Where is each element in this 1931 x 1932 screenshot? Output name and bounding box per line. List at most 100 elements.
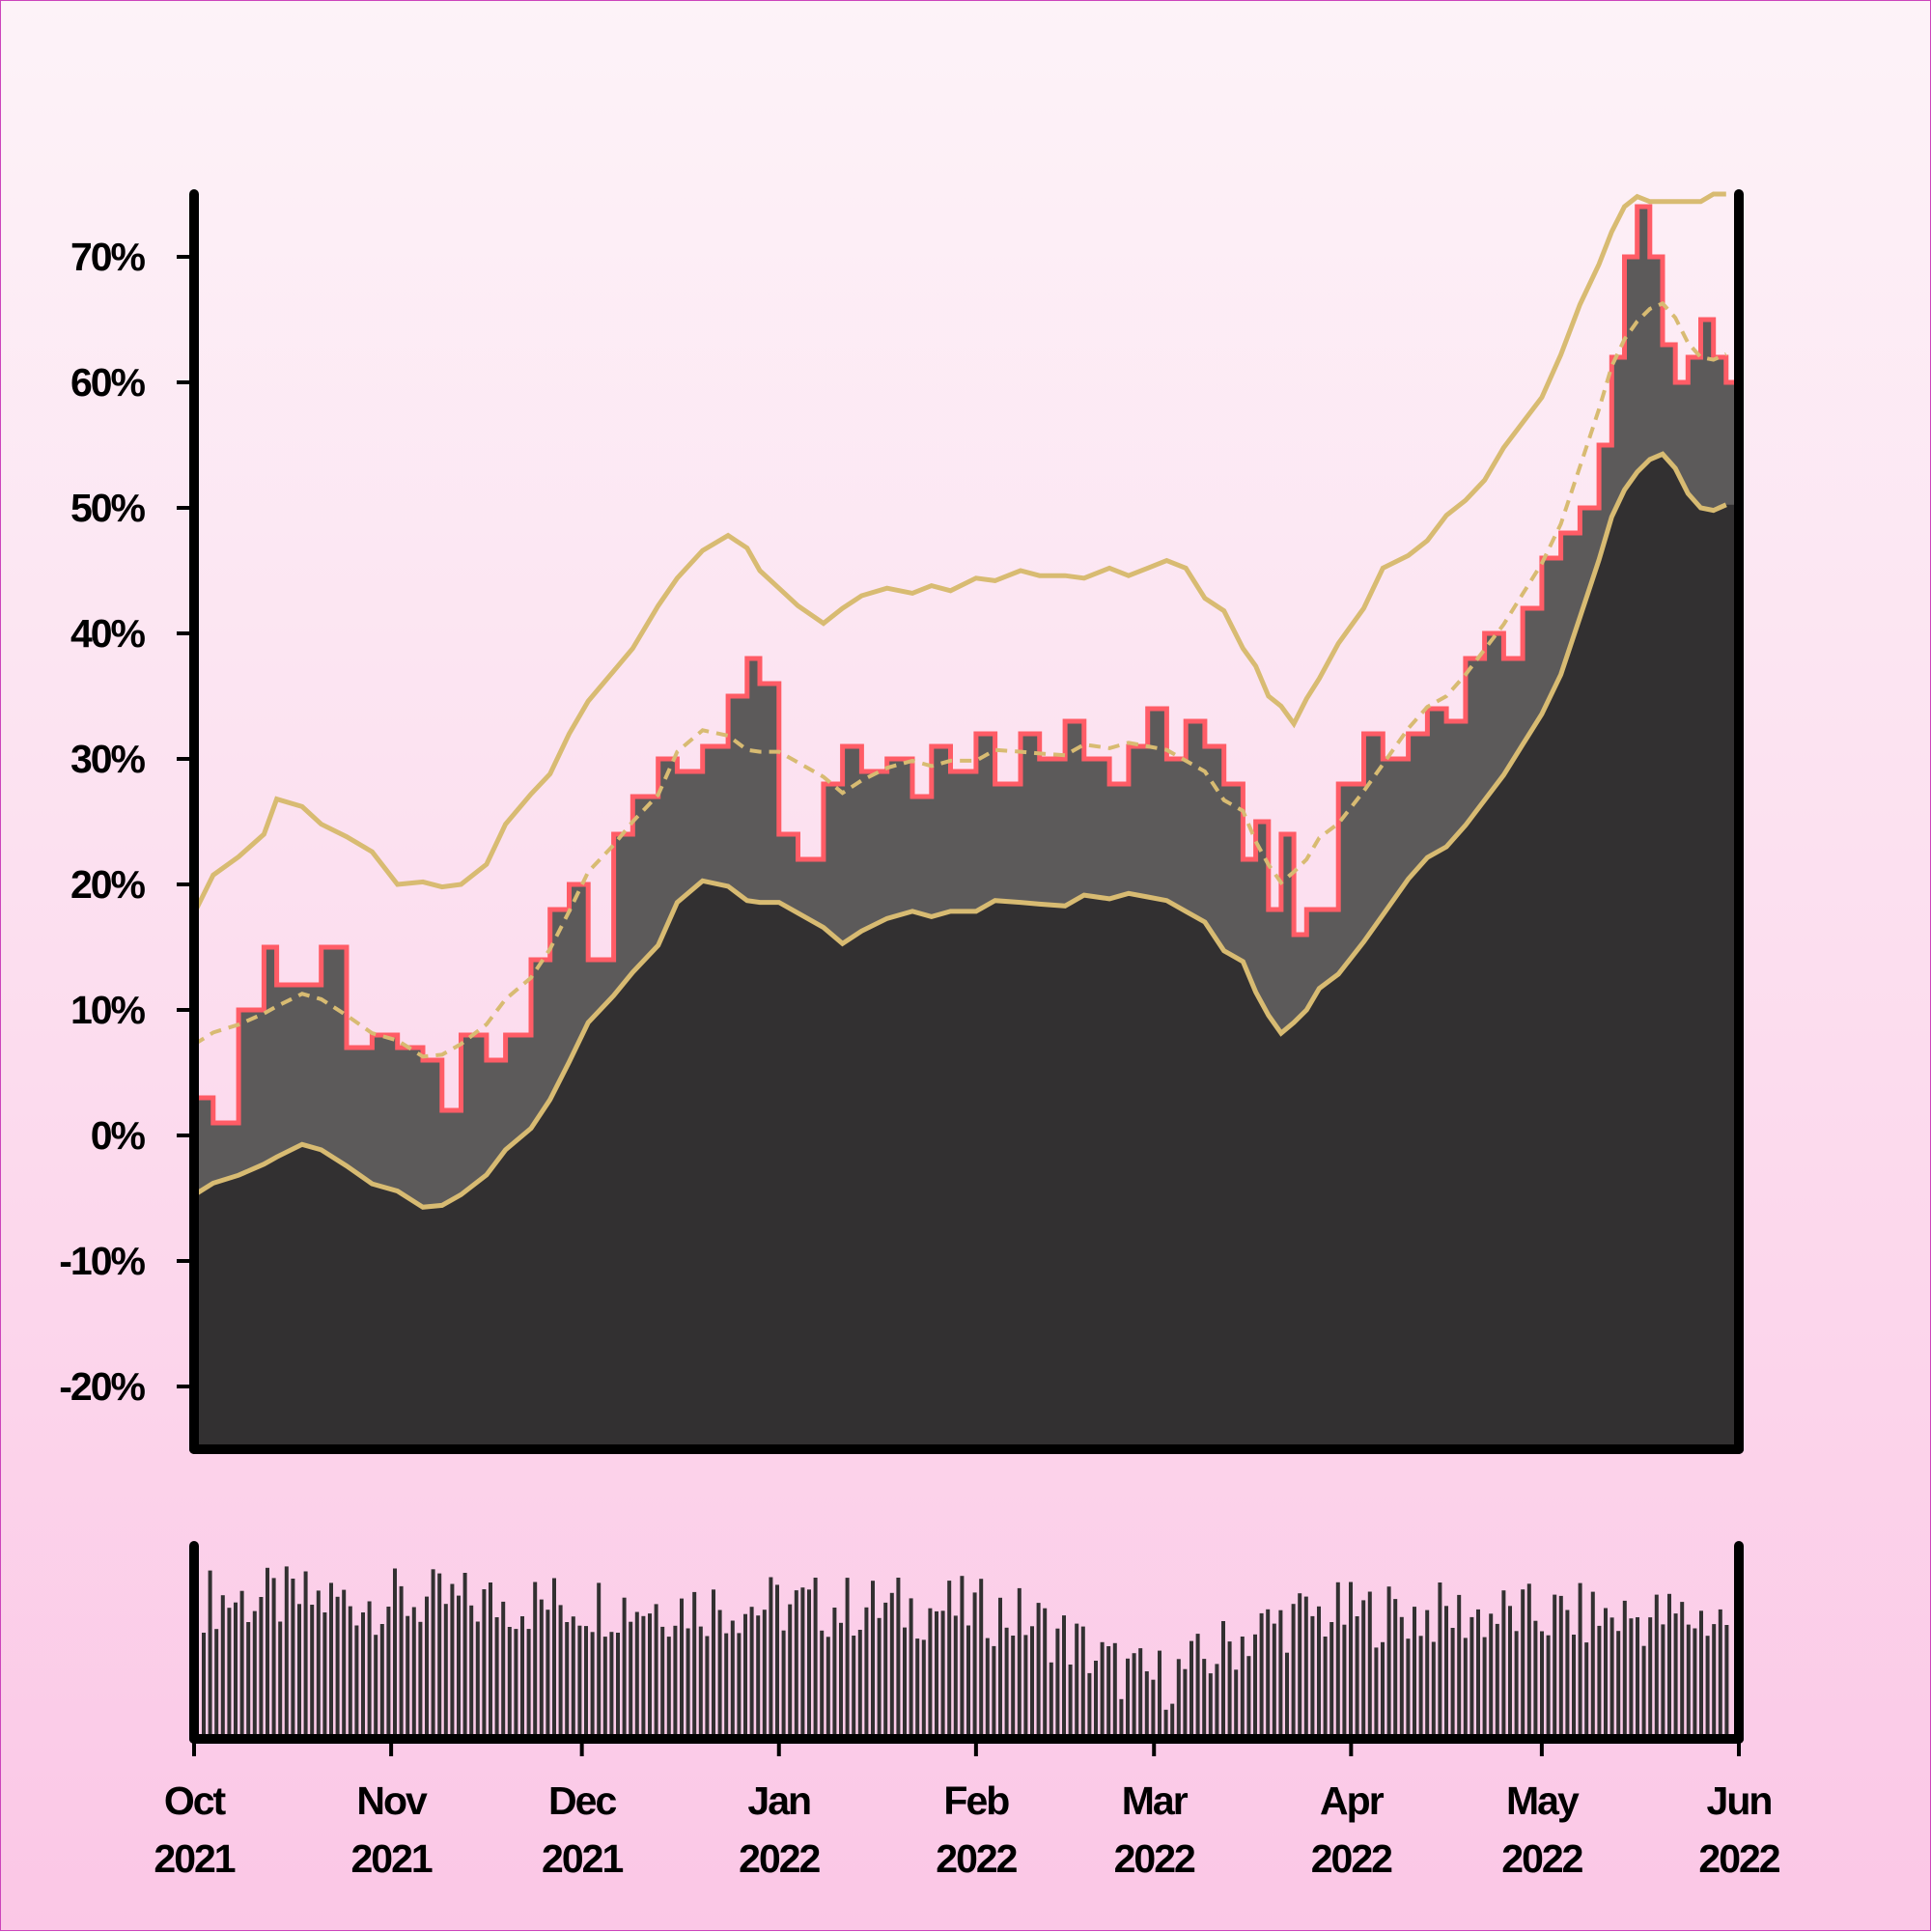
volume-bar [597, 1582, 602, 1739]
volume-bar [1195, 1634, 1200, 1739]
volume-bar [1112, 1642, 1117, 1739]
volume-bar [1094, 1661, 1098, 1739]
volume-bar [634, 1611, 639, 1739]
volume-bar [692, 1591, 697, 1739]
volume-bar [737, 1633, 742, 1739]
volume-bar [743, 1613, 747, 1739]
volume-bar [316, 1590, 321, 1739]
volume-bar [1693, 1628, 1697, 1739]
volume-bar [571, 1616, 575, 1739]
volume-bar [297, 1604, 301, 1739]
x-tick-month-label: Apr [1320, 1778, 1385, 1823]
volume-bar [762, 1610, 767, 1739]
volume-bar [712, 1589, 715, 1739]
volume-bar [1043, 1608, 1048, 1739]
volume-bar [361, 1612, 365, 1739]
base-area-overlay [194, 454, 1739, 1449]
volume-bar [609, 1632, 614, 1739]
volume-bar [1367, 1591, 1372, 1739]
volume-bar [947, 1581, 952, 1739]
volume-bar [462, 1573, 467, 1739]
volume-bar [857, 1630, 862, 1739]
volume-bar [1381, 1641, 1385, 1739]
volume-bar [1558, 1595, 1563, 1739]
volume-bar [1489, 1613, 1494, 1739]
volume-bar [1170, 1703, 1175, 1739]
volume-bar [724, 1633, 729, 1739]
x-tick-month-label: Oct [164, 1778, 227, 1823]
volume-bar [781, 1630, 786, 1739]
volume-bar [1450, 1628, 1455, 1739]
volume-bar [1303, 1596, 1308, 1739]
volume-bar [1406, 1638, 1411, 1739]
volume-bar [871, 1581, 875, 1739]
x-tick-month-label: Jan [747, 1778, 810, 1823]
volume-bar [717, 1610, 722, 1739]
volume-bar [443, 1604, 448, 1739]
volume-bar [393, 1568, 397, 1739]
y-tick-label: 50% [70, 486, 146, 530]
volume-bar [852, 1636, 856, 1739]
y-axis: -20% -10% 0% 10% 20% 30% 40% 50% 60% 70% [59, 235, 194, 1409]
volume-bar [1259, 1612, 1264, 1739]
y-tick-label: -20% [59, 1364, 145, 1409]
volume-bar [374, 1635, 378, 1739]
volume-bar [310, 1605, 315, 1739]
volume-bar [1533, 1620, 1538, 1739]
volume-bar [666, 1637, 671, 1739]
x-tick-month-label: Nov [356, 1778, 428, 1823]
volume-bar [1616, 1631, 1621, 1739]
volume-panel [189, 1541, 1744, 1744]
y-tick-label: 60% [70, 360, 146, 405]
lower-envelope-line [192, 451, 1727, 1210]
volume-bar [284, 1566, 289, 1739]
volume-bar [1508, 1606, 1512, 1739]
volume-bar [800, 1587, 805, 1739]
volume-bar [864, 1607, 869, 1739]
volume-bar [1661, 1624, 1665, 1739]
volume-bar [877, 1617, 882, 1739]
volume-bar [335, 1596, 340, 1739]
volume-bar [379, 1624, 384, 1739]
volume-bar [622, 1597, 627, 1739]
volume-bar [1323, 1637, 1328, 1739]
x-tick-month-label: Feb [943, 1778, 1009, 1823]
volume-bar [1004, 1627, 1009, 1739]
volume-bar [730, 1620, 735, 1739]
volume-bar [418, 1621, 423, 1739]
volume-bar [896, 1578, 901, 1739]
volume-bar [239, 1590, 244, 1739]
volume-bar [1636, 1617, 1639, 1739]
volume-bar [1017, 1587, 1021, 1739]
volume-bar [1030, 1626, 1034, 1739]
x-tick-month-label: Jun [1707, 1778, 1772, 1823]
y-tick-label: 30% [70, 737, 146, 781]
volume-bar [1221, 1621, 1225, 1739]
volume-bar [1526, 1583, 1531, 1739]
volume-bar [820, 1630, 825, 1739]
volume-bar [680, 1598, 684, 1739]
volume-bar [960, 1576, 965, 1739]
volume-bar [1469, 1616, 1474, 1739]
volume-bar [227, 1608, 232, 1739]
volume-bar [1546, 1635, 1551, 1739]
volume-bar [489, 1582, 492, 1739]
volume-bar [903, 1627, 907, 1739]
volume-bar [1425, 1610, 1430, 1739]
y-tick-label: 20% [70, 862, 146, 907]
volume-bar [826, 1637, 830, 1739]
volume-bar [1023, 1635, 1028, 1739]
x-tick-year-label: 2021 [351, 1836, 433, 1881]
volume-bar [437, 1573, 442, 1739]
volume-bar [1654, 1594, 1659, 1739]
volume-bar [1431, 1641, 1436, 1739]
volume-bar [1342, 1624, 1347, 1739]
volume-bar [1386, 1586, 1391, 1739]
volume-bar [972, 1592, 977, 1739]
volume-bar [1278, 1610, 1283, 1739]
volume-bar [1597, 1625, 1602, 1739]
volume-bar [1572, 1635, 1576, 1739]
volume-bar [953, 1615, 958, 1739]
volume-bar [539, 1599, 544, 1739]
volume-bar [813, 1578, 818, 1739]
